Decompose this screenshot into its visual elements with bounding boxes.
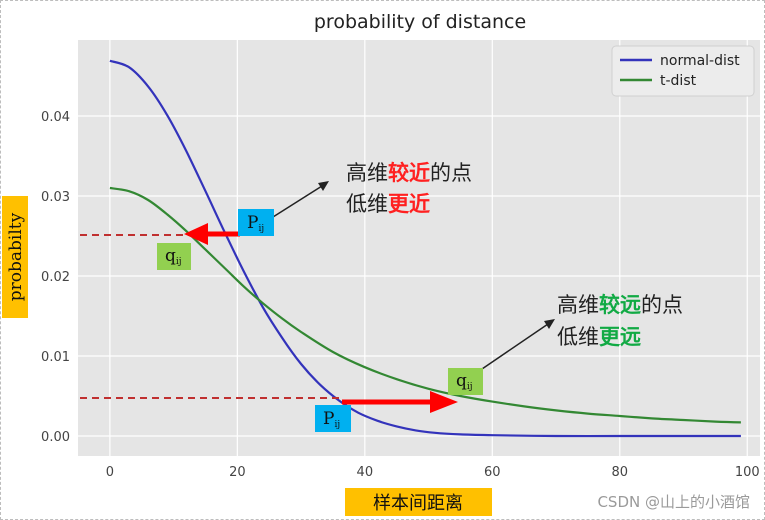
watermark: CSDN @山上的小酒馆 [597, 493, 750, 511]
chart-title: probability of distance [314, 11, 526, 33]
legend-box [611, 45, 755, 97]
svg-text:probabilty: probabilty [6, 212, 26, 301]
annotation-far-line2: 低维更远 [557, 325, 641, 349]
x-axis-label: 样本间距离 [345, 488, 492, 516]
x-tick-label: 20 [229, 465, 246, 480]
series-line-t-dist [109, 186, 741, 424]
y-axis-label: probabilty [2, 196, 28, 318]
series-line-normal-dist [109, 59, 741, 438]
x-tick-label: 80 [612, 465, 629, 480]
annotation-near-line2: 低维更近 [346, 192, 430, 216]
svg-text:qij: qij [165, 246, 182, 267]
svg-text:样本间距离: 样本间距离 [373, 493, 463, 514]
pointer-arrow-near [272, 181, 329, 218]
y-tick-label: 0.01 [41, 350, 70, 365]
legend-label-t-dist: t-dist [660, 73, 697, 89]
x-tick-label: 100 [735, 465, 760, 480]
red-arrow-near [184, 223, 240, 245]
x-tick-label: 60 [484, 465, 501, 480]
red-arrow-far [342, 391, 458, 413]
y-tick-label: 0.03 [41, 190, 70, 205]
p-badge-near: Pij [238, 209, 274, 236]
y-tick-label: 0.02 [41, 270, 70, 285]
q-badge-near: qij [157, 243, 191, 270]
svg-text:Pij: Pij [323, 409, 340, 430]
series-lines [109, 59, 741, 438]
legend: normal-dist t-dist [611, 45, 755, 97]
axis-ticks: 0 20 40 60 80 100 0.00 0.01 0.02 0.03 0.04 [41, 110, 760, 480]
svg-text:Pij: Pij [247, 213, 264, 234]
x-tick-label: 0 [106, 465, 114, 480]
svg-text:qij: qij [456, 371, 473, 392]
legend-label-normal-dist: normal-dist [660, 53, 740, 69]
y-tick-label: 0.04 [41, 110, 70, 125]
p-badge-far: Pij [315, 405, 351, 432]
annotation-near-line1: 高维较近的点 [346, 161, 472, 185]
q-badge-far: qij [448, 368, 483, 395]
pointer-arrow-far [481, 319, 555, 370]
y-tick-label: 0.00 [41, 430, 70, 445]
x-tick-label: 40 [357, 465, 374, 480]
annotation-far-line1: 高维较远的点 [557, 293, 683, 317]
